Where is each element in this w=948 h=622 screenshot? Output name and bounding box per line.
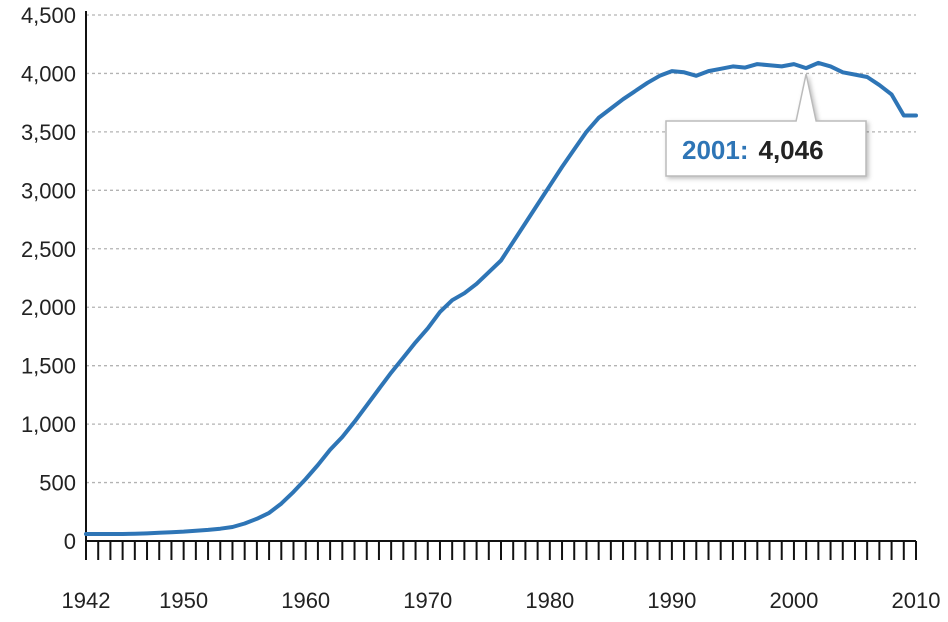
tooltip-year: 2001:: [682, 135, 749, 165]
x-tick-label: 1960: [281, 588, 330, 613]
series-layer: [84, 60, 918, 536]
y-tick-label: 2,000: [21, 295, 76, 320]
x-tick-label: 1980: [525, 588, 574, 613]
axes: [85, 11, 916, 542]
y-axis-labels: 0 500 1,000 1,500 2,000 2,500 3,000 3,500 4,000 4…: [21, 3, 76, 554]
x-tick-label: 1942: [62, 588, 111, 613]
x-axis-ticks: [85, 541, 917, 560]
x-tick-label: 1970: [403, 588, 452, 613]
x-tick-label: 2000: [769, 588, 818, 613]
y-tick-label: 4,500: [21, 3, 76, 28]
data-tooltip: 2001: 4,046: [665, 73, 867, 177]
y-tick-label: 3,500: [21, 120, 76, 145]
x-tick-label: 1950: [159, 588, 208, 613]
gridlines: [86, 14, 916, 484]
series-line: [84, 60, 918, 536]
y-tick-label: 4,000: [21, 61, 76, 86]
tooltip-value: 4,046: [759, 135, 824, 165]
tooltip-box: [665, 73, 867, 177]
x-tick-label: 2010: [892, 588, 941, 613]
y-tick-label: 1,500: [21, 354, 76, 379]
x-axis-labels: 1942 1950 1960 1970 1980 1990 2000 2010: [62, 588, 941, 613]
x-tick-label: 1990: [647, 588, 696, 613]
y-tick-label: 0: [64, 529, 76, 554]
y-tick-label: 3,000: [21, 178, 76, 203]
y-tick-label: 1,000: [21, 412, 76, 437]
y-tick-label: 500: [39, 471, 76, 496]
y-tick-label: 2,500: [21, 237, 76, 262]
